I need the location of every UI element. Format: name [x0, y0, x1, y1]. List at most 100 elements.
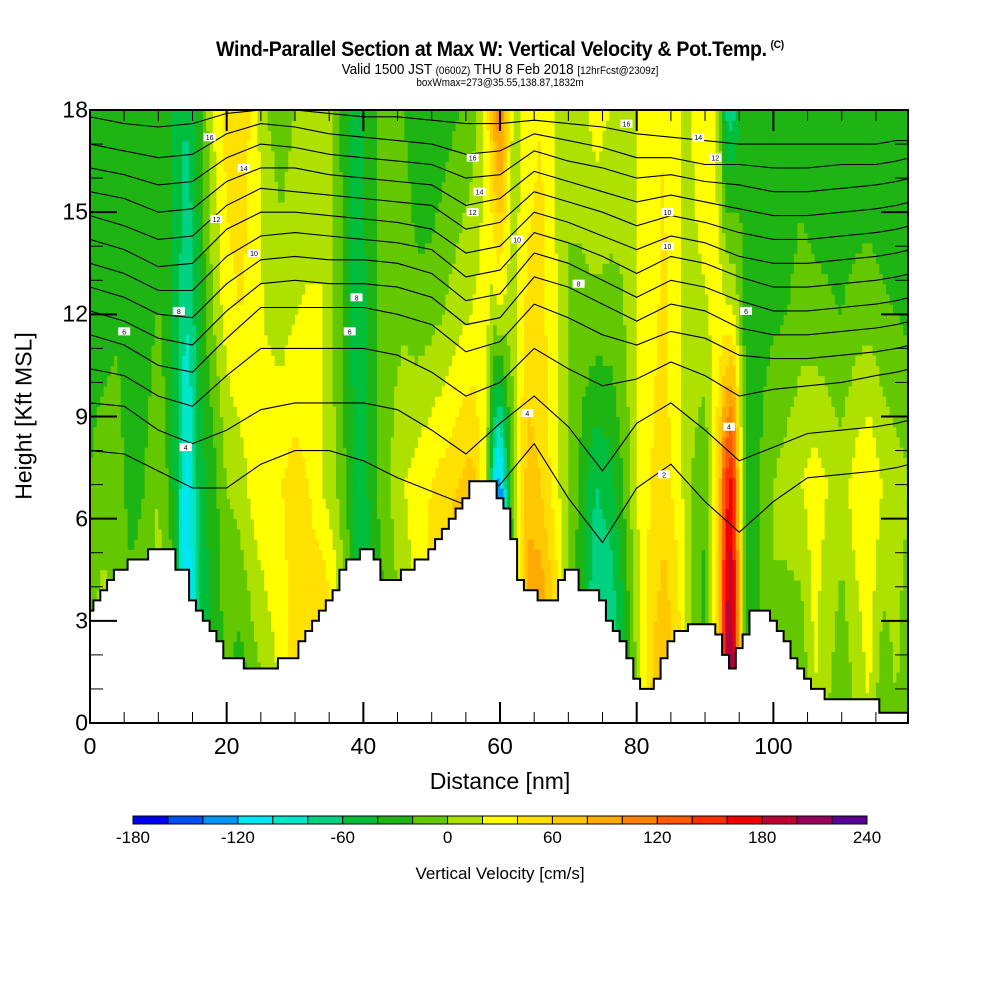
w-cell — [339, 110, 344, 121]
w-cell — [107, 293, 112, 305]
w-cell — [219, 242, 224, 254]
w-cell — [288, 232, 293, 244]
w-cell — [148, 110, 153, 121]
w-cell — [127, 120, 132, 132]
w-cell — [318, 222, 323, 234]
w-cell — [226, 283, 231, 295]
w-cell — [154, 293, 159, 305]
w-cell — [141, 447, 146, 458]
w-cell — [216, 334, 221, 346]
w-cell — [298, 600, 303, 612]
w-cell — [363, 498, 368, 510]
w-cell — [195, 273, 200, 285]
w-cell — [247, 539, 252, 550]
w-cell — [192, 549, 197, 561]
w-cell — [168, 283, 173, 295]
w-cell — [219, 222, 224, 234]
w-cell — [192, 488, 197, 499]
w-cell — [281, 191, 286, 203]
w-cell — [301, 273, 306, 285]
w-cell — [353, 242, 358, 254]
w-cell — [274, 620, 279, 632]
w-cell — [325, 201, 330, 213]
w-cell — [154, 528, 159, 540]
w-cell — [322, 590, 327, 601]
w-cell — [342, 304, 347, 315]
w-cell — [295, 293, 300, 305]
w-cell — [308, 334, 313, 346]
w-cell — [161, 416, 166, 428]
w-cell — [233, 283, 238, 295]
w-cell — [144, 161, 149, 172]
w-cell — [195, 426, 200, 438]
w-cell — [209, 140, 214, 152]
w-cell — [271, 549, 276, 561]
w-cell — [277, 232, 282, 244]
w-cell — [141, 375, 146, 387]
w-cell — [281, 385, 286, 397]
w-cell — [178, 130, 183, 142]
w-cell — [257, 396, 262, 407]
w-cell — [301, 467, 306, 479]
w-cell — [134, 416, 139, 428]
w-cell — [240, 293, 245, 305]
w-cell — [342, 355, 347, 367]
w-cell — [267, 477, 272, 489]
w-cell — [260, 120, 265, 132]
w-cell — [161, 283, 166, 295]
w-cell — [213, 232, 218, 244]
w-cell — [284, 375, 289, 387]
w-cell — [277, 488, 282, 499]
w-cell — [213, 528, 218, 540]
w-cell — [336, 477, 341, 489]
w-cell — [308, 436, 313, 448]
w-cell — [185, 528, 190, 540]
w-cell — [141, 314, 146, 326]
w-cell — [257, 457, 262, 469]
w-cell — [148, 334, 153, 346]
w-cell — [103, 579, 108, 591]
w-cell — [185, 283, 190, 295]
w-cell — [226, 620, 231, 632]
w-cell — [295, 375, 300, 387]
w-cell — [342, 375, 347, 387]
w-cell — [134, 406, 139, 418]
w-cell — [295, 253, 300, 264]
w-cell — [216, 447, 221, 458]
w-cell — [356, 242, 361, 254]
w-cell — [202, 488, 207, 499]
w-cell — [230, 242, 235, 254]
w-cell — [264, 396, 269, 407]
w-cell — [154, 344, 159, 356]
w-cell — [223, 191, 228, 203]
w-cell — [141, 416, 146, 428]
w-cell — [202, 518, 207, 530]
w-cell — [134, 539, 139, 550]
w-cell — [124, 232, 129, 244]
w-cell — [342, 140, 347, 152]
w-cell — [199, 569, 204, 581]
w-cell — [93, 242, 98, 254]
w-cell — [93, 406, 98, 418]
w-cell — [332, 365, 337, 377]
w-cell — [250, 161, 255, 172]
w-cell — [148, 457, 153, 469]
w-cell — [305, 477, 310, 489]
w-cell — [144, 324, 149, 336]
w-cell — [264, 375, 269, 387]
w-cell — [243, 436, 248, 448]
w-cell — [127, 355, 132, 367]
w-cell — [349, 477, 354, 489]
w-cell — [254, 477, 259, 489]
w-cell — [144, 539, 149, 550]
w-cell — [100, 477, 105, 489]
w-cell — [90, 457, 95, 469]
w-cell — [370, 324, 375, 336]
w-cell — [339, 232, 344, 244]
w-cell — [288, 620, 293, 632]
w-cell — [271, 610, 276, 622]
w-cell — [339, 334, 344, 346]
w-cell — [274, 569, 279, 581]
w-cell — [264, 406, 269, 418]
w-cell — [250, 212, 255, 223]
